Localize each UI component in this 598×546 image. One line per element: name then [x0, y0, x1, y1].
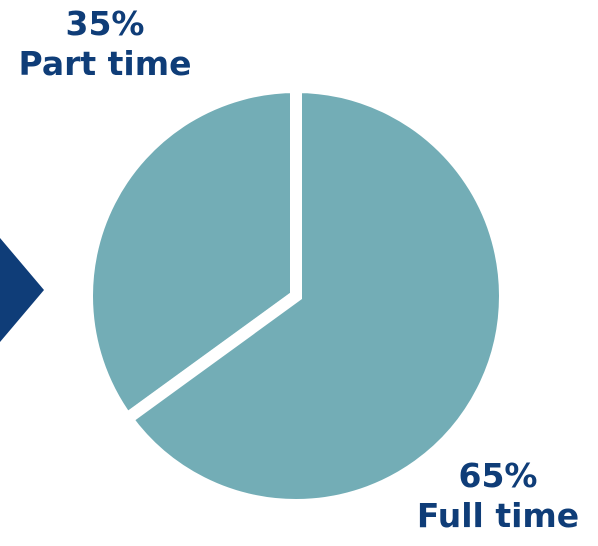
label-full-time-name: Full time — [416, 496, 580, 535]
label-part-time-percent: 35% — [65, 4, 145, 43]
label-full-time: 65% Full time — [400, 456, 596, 536]
pie-slice-part-time — [81, 80, 302, 428]
label-part-time: 35% Part time — [0, 4, 210, 84]
pie-slice-full-time — [118, 80, 511, 511]
label-full-time-percent: 65% — [458, 456, 538, 495]
right-arrow-icon — [0, 238, 44, 342]
label-part-time-name: Part time — [18, 44, 192, 83]
